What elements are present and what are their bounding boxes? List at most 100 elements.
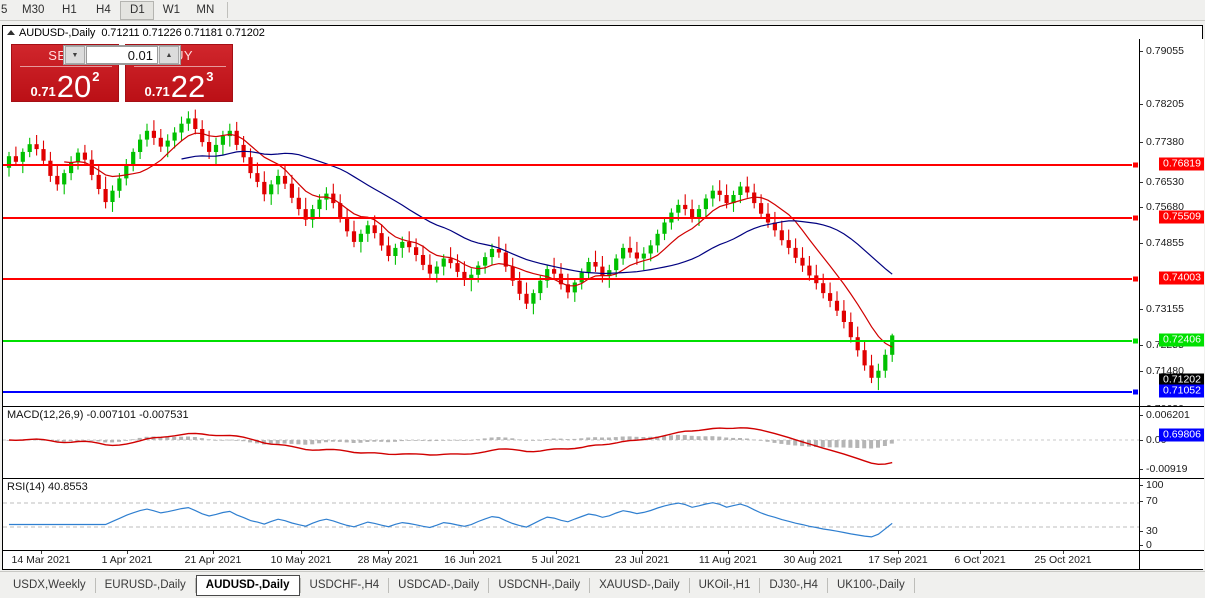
tab-divider — [589, 577, 591, 593]
rsi-scale-label: 70 — [1146, 495, 1158, 507]
spin-up-icon[interactable]: ▲ — [159, 46, 179, 64]
sell-price-big: 20 — [56, 69, 92, 104]
time-axis-label: 21 Apr 2021 — [184, 554, 242, 566]
level-drag-handle[interactable] — [1132, 161, 1139, 169]
chart-tab-ukoil-h1[interactable]: UKOil-,H1 — [698, 579, 751, 591]
price-tick — [1140, 371, 1143, 372]
timeframe-button-h4[interactable]: H4 — [96, 4, 111, 16]
time-tick — [556, 551, 557, 554]
chart-ohlc-values: 0.71211 0.71226 0.71181 0.71202 — [101, 26, 265, 39]
time-tick — [127, 551, 128, 554]
tab-divider — [388, 577, 390, 593]
rsi-scale-label: 100 — [1146, 479, 1164, 491]
sell-price: 0.71 20 2 — [12, 65, 118, 103]
rsi-tick — [1140, 545, 1143, 546]
time-axis[interactable]: 14 Mar 2021 1 Apr 2021 21 Apr 2021 10 May 2… — [3, 550, 1204, 569]
volume-input[interactable]: 0.01 — [86, 46, 158, 64]
level-line-0.74003[interactable] — [3, 278, 1139, 280]
time-axis-label: 30 Aug 2021 — [783, 554, 843, 566]
rsi-plot-area[interactable] — [3, 479, 1139, 550]
time-tick — [813, 551, 814, 554]
rsi-scale-label: 0 — [1146, 539, 1152, 551]
chart-tab-usdx-weekly[interactable]: USDX,Weekly — [13, 579, 86, 591]
time-tick — [388, 551, 389, 554]
time-tick — [301, 551, 302, 554]
chart-tab-eurusd-daily[interactable]: EURUSD-,Daily — [104, 579, 186, 591]
price-tick — [1140, 142, 1143, 143]
macd-scale-label: -0.00919 — [1146, 463, 1188, 475]
timeframe-button-w1[interactable]: W1 — [162, 4, 180, 16]
price-scale-label: 0.79055 — [1146, 45, 1184, 57]
rsi-pane[interactable]: RSI(14) 40.8553 100 70 30 0 — [3, 478, 1204, 551]
macd-plot-area[interactable] — [3, 407, 1139, 478]
time-tick — [473, 551, 474, 554]
level-line-0.72406[interactable] — [3, 340, 1139, 342]
chart-tab-dj30-h4[interactable]: DJ30-,H4 — [769, 579, 818, 591]
price-scale-label: 0.77380 — [1146, 136, 1184, 148]
macd-tick — [1140, 440, 1143, 441]
timeframe-button-m30[interactable]: M30 — [22, 4, 45, 16]
price-scale-label: 0.74855 — [1146, 237, 1184, 249]
level-line-0.71052[interactable] — [3, 391, 1139, 393]
macd-histogram-chart — [3, 427, 1139, 466]
macd-scale-axis: 0.006201 0.00 -0.00919 — [1139, 407, 1204, 478]
chart-tab-usdcad-daily[interactable]: USDCAD-,Daily — [398, 579, 480, 591]
level-price-tag-current[interactable]: 0.71202 — [1159, 373, 1204, 387]
toolbar-separator — [227, 2, 229, 18]
price-tick — [1140, 207, 1143, 208]
level-drag-handle[interactable] — [1132, 275, 1139, 283]
timeframe-button-h1[interactable]: H1 — [62, 4, 77, 16]
time-tick — [898, 551, 899, 554]
time-axis-label: 16 Jun 2021 — [444, 554, 502, 566]
price-tick — [1140, 243, 1143, 244]
chart-titlebar: AUDUSD-,Daily 0.71211 0.71226 0.71181 0.… — [3, 26, 1202, 39]
timeframe-button-m5[interactable]: 5 — [1, 4, 8, 16]
level-price-tag-resistance[interactable]: 0.74003 — [1159, 271, 1204, 285]
buy-price-prefix: 0.71 — [144, 84, 170, 99]
time-tick — [213, 551, 214, 554]
volume-stepper[interactable]: ▼ 0.01 ▲ — [63, 45, 181, 65]
chart-tab-usdcnh-daily[interactable]: USDCNH-,Daily — [498, 579, 581, 591]
time-axis-label: 6 Oct 2021 — [954, 554, 1006, 566]
tab-divider — [913, 577, 915, 593]
macd-pane[interactable]: MACD(12,26,9) -0.007101 -0.007531 0.0062… — [3, 406, 1204, 478]
chart-tab-audusd-daily[interactable]: AUDUSD-,Daily — [195, 574, 300, 596]
level-line-0.76819[interactable] — [3, 164, 1139, 166]
timeframe-button-mn[interactable]: MN — [196, 4, 215, 16]
level-price-tag-support[interactable]: 0.72406 — [1159, 333, 1204, 347]
rsi-tick — [1140, 531, 1143, 532]
price-scale-axis[interactable]: 0.79055 0.78205 0.77380 0.76530 0.75680 0.748… — [1139, 39, 1204, 442]
chart-tab-usdchf-h4[interactable]: USDCHF-,H4 — [309, 579, 380, 591]
tab-divider — [299, 577, 301, 593]
level-price-tag-target[interactable]: 0.71052 — [1159, 384, 1204, 398]
chart-tab-uk100-daily[interactable]: UK100-,Daily — [836, 579, 905, 591]
rsi-tick — [1140, 485, 1143, 486]
time-axis-label: 11 Aug 2021 — [698, 554, 758, 566]
rsi-indicator-label: RSI(14) 40.8553 — [7, 481, 88, 493]
rsi-scale-label: 30 — [1146, 525, 1158, 537]
tab-divider — [488, 577, 490, 593]
price-plot-area[interactable] — [3, 39, 1139, 406]
buy-price-big: 22 — [170, 69, 206, 104]
level-drag-handle[interactable] — [1132, 337, 1139, 345]
level-price-tag-target[interactable]: 0.69806 — [1159, 428, 1204, 442]
one-click-trading-panel: SELL 0.71 20 2 BUY 0.71 22 3 ▼ 0 — [11, 44, 233, 102]
level-drag-handle[interactable] — [1132, 214, 1139, 222]
time-axis-labels: 14 Mar 2021 1 Apr 2021 21 Apr 2021 10 May 2… — [3, 551, 1139, 569]
tab-divider — [759, 577, 761, 593]
spin-down-icon[interactable]: ▼ — [65, 46, 85, 64]
level-price-tag-resistance[interactable]: 0.76819 — [1159, 157, 1204, 171]
triangle-up-icon[interactable] — [7, 30, 15, 35]
price-tick — [1140, 182, 1143, 183]
tab-divider — [688, 577, 690, 593]
time-axis-label: 23 Jul 2021 — [614, 554, 670, 566]
level-line-0.75509[interactable] — [3, 217, 1139, 219]
sell-divider — [20, 66, 112, 67]
timeframe-button-d1[interactable]: D1 — [120, 0, 155, 20]
time-axis-label: 10 May 2021 — [270, 554, 332, 566]
level-price-tag-resistance[interactable]: 0.75509 — [1159, 210, 1204, 224]
level-drag-handle[interactable] — [1132, 388, 1139, 396]
chart-tab-xauusd-daily[interactable]: XAUUSD-,Daily — [599, 579, 680, 591]
time-tick — [1063, 551, 1064, 554]
timeframe-toolbar: 5 M30 H1 H4 D1 W1 MN — [0, 0, 1205, 21]
